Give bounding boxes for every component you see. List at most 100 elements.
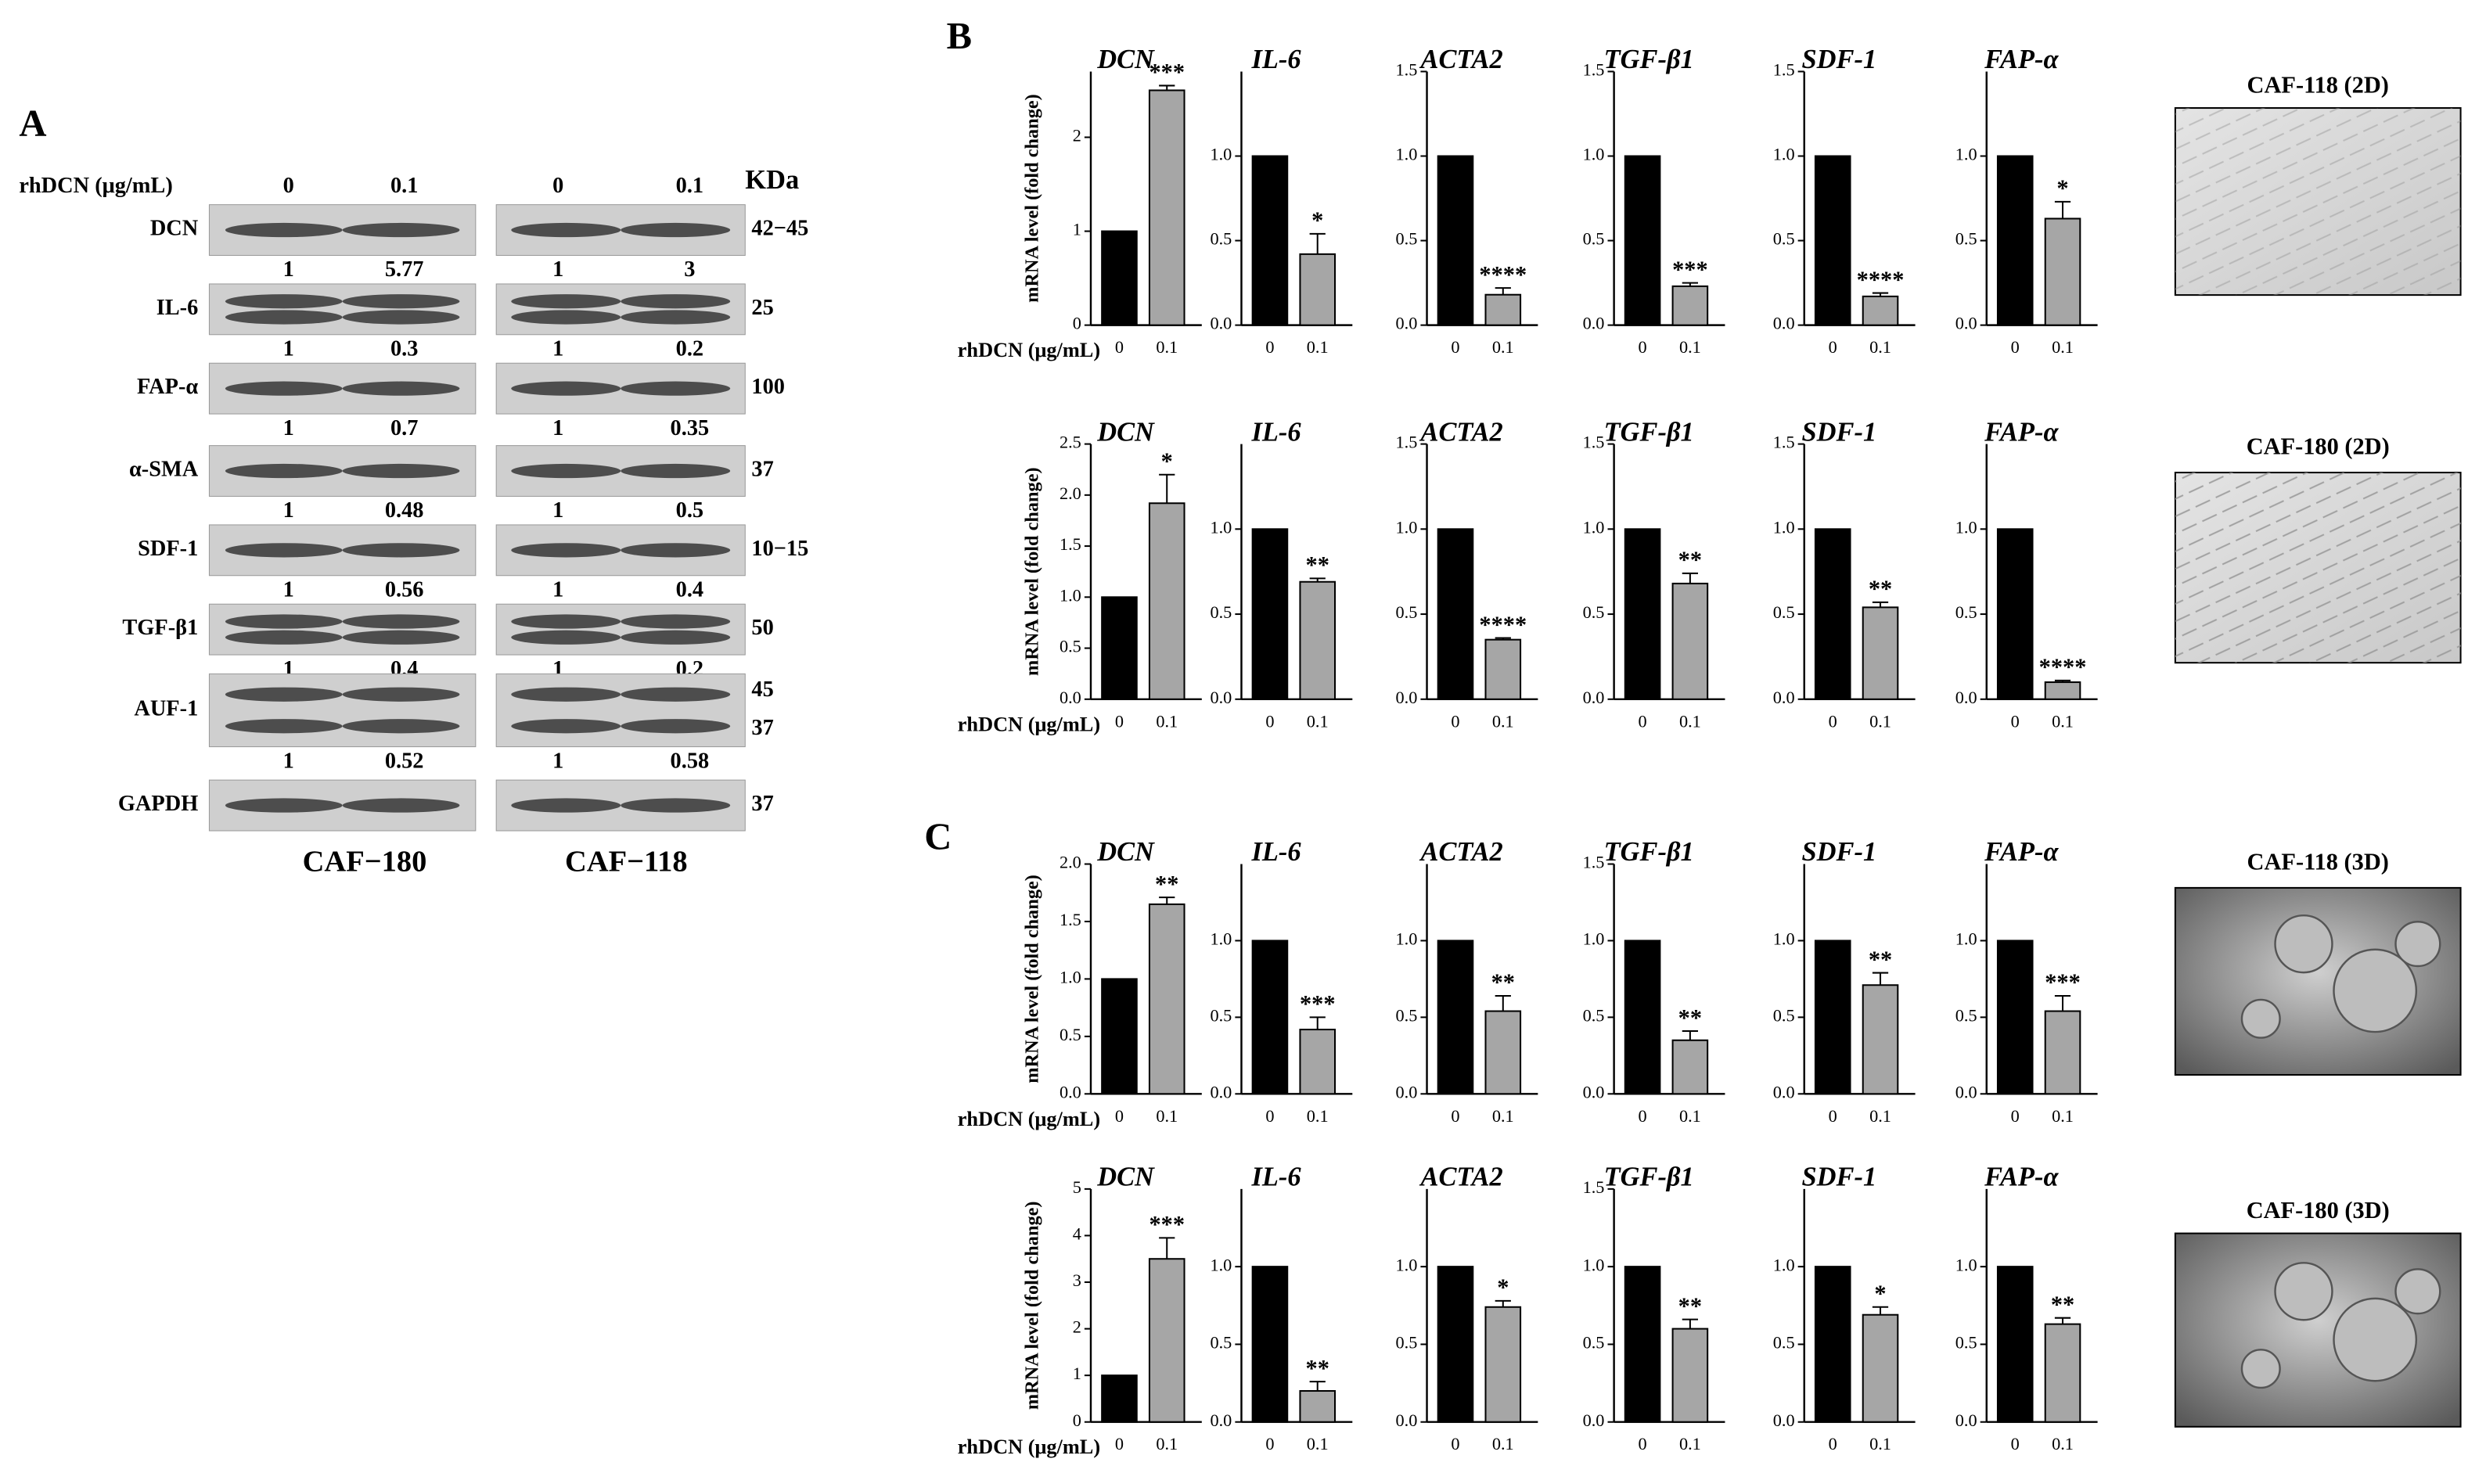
- bar: [2044, 1323, 2081, 1423]
- blot-band: [621, 630, 731, 645]
- bar: [1996, 155, 2034, 326]
- blot-band: [511, 222, 621, 238]
- x-tick-label: 0.1: [1307, 1106, 1329, 1126]
- significance: ****: [1479, 261, 1527, 288]
- image-caption: CAF-180 (3D): [2247, 1197, 2390, 1223]
- y-tick-label: 1.0: [1955, 145, 1977, 164]
- blot-band: [342, 222, 460, 238]
- x-tick-label: 0.1: [1307, 337, 1329, 357]
- blot-band: [511, 381, 621, 396]
- x-tick-label: 0.1: [1679, 711, 1701, 731]
- band-ratio: 1: [283, 498, 294, 523]
- bar: [1437, 1266, 1474, 1423]
- y-tick-label: 1.0: [1773, 145, 1795, 164]
- y-tick-label: 0.0: [1583, 1082, 1605, 1101]
- blot-band: [225, 719, 343, 734]
- image-caption: CAF-118 (2D): [2247, 72, 2389, 99]
- x-tick-label: 0: [1451, 1434, 1459, 1453]
- x-tick-label: 0.1: [1156, 1106, 1178, 1126]
- kda-label: 37: [751, 792, 773, 816]
- y-tick-label: 1.0: [1396, 1255, 1418, 1274]
- y-tick-label: 1.5: [1060, 534, 1081, 554]
- chart-title: DCN: [1096, 837, 1155, 867]
- error-bar: [1872, 601, 1889, 608]
- blot-band: [342, 543, 460, 558]
- x-tick-label: 0.1: [1869, 1434, 1891, 1453]
- y-tick-label: 0.0: [1583, 1410, 1605, 1430]
- x-tick-label: 0.1: [1492, 337, 1514, 357]
- blot-band: [225, 310, 343, 325]
- y-axis-label: mRNA level (fold change): [1022, 94, 1043, 303]
- x-tick-label: 0.1: [1156, 337, 1178, 357]
- error-bar: [2054, 1317, 2071, 1324]
- y-tick-label: 2: [1073, 1317, 1081, 1337]
- kda-label: 25: [751, 296, 773, 320]
- error-bar: [2054, 994, 2071, 1011]
- y-tick-label: 1.5: [1060, 910, 1081, 929]
- bar: [1148, 502, 1185, 700]
- chart-title: FAP-α: [1984, 45, 2059, 74]
- bar: [1437, 528, 1474, 700]
- dose-label: 0: [552, 174, 563, 198]
- blot-strip: [495, 283, 746, 336]
- blot-band: [342, 719, 460, 734]
- y-tick-label: 1: [1073, 1364, 1081, 1383]
- x-tick-label: 0.1: [2052, 711, 2074, 731]
- y-tick-label: 0.0: [1396, 1082, 1418, 1101]
- y-tick-label: 0.5: [1210, 1333, 1232, 1353]
- y-tick-label: 1.5: [1396, 60, 1418, 80]
- chart-title: IL-6: [1250, 45, 1301, 74]
- band-ratio: 1: [283, 337, 294, 361]
- error-bar: [2054, 200, 2071, 219]
- band-ratio: 0.48: [385, 498, 424, 523]
- bar: [1624, 940, 1661, 1095]
- x-tick-label: 0: [1829, 1106, 1837, 1126]
- x-axis-label: rhDCN (μg/mL): [958, 713, 1100, 735]
- chart-title: SDF-1: [1801, 1162, 1876, 1192]
- significance: *: [1311, 207, 1323, 234]
- kda-label: 50: [751, 616, 773, 640]
- y-tick-label: 1.0: [1060, 968, 1081, 987]
- y-tick-label: 0.5: [1396, 229, 1418, 249]
- y-tick-label: 2.5: [1060, 433, 1081, 452]
- bar: [1101, 1374, 1138, 1423]
- chart-title: FAP-α: [1984, 837, 2059, 867]
- protein-label: α-SMA: [129, 458, 199, 482]
- significance: *: [1161, 448, 1173, 475]
- kda-label: 37: [751, 716, 773, 740]
- error-bar: [1495, 637, 1511, 640]
- error-bar: [1682, 282, 1699, 286]
- y-tick-label: 0.5: [1396, 1333, 1418, 1353]
- group-label: CAF−118: [565, 845, 688, 878]
- error-bar: [1682, 572, 1699, 584]
- y-tick-label: 0.0: [1396, 688, 1418, 707]
- y-tick-label: 1.0: [1210, 517, 1232, 537]
- bar: [2044, 217, 2081, 326]
- bar: [1299, 1389, 1337, 1423]
- blot-strip: [208, 283, 477, 336]
- error-bar: [1309, 1016, 1326, 1030]
- protein-label: FAP-α: [137, 375, 198, 399]
- y-tick-label: 0.0: [1955, 314, 1977, 333]
- band-ratio: 1: [552, 416, 563, 440]
- bar: [2044, 681, 2081, 700]
- error-bar: [1309, 232, 1326, 254]
- error-bar: [1159, 473, 1175, 504]
- y-tick-label: 0.0: [1773, 1410, 1795, 1430]
- bar: [1862, 984, 1899, 1095]
- bar: [1862, 1313, 1899, 1423]
- y-tick-label: 0.5: [1210, 602, 1232, 622]
- y-tick-label: 1.0: [1773, 929, 1795, 949]
- y-tick-label: 1.5: [1583, 853, 1605, 872]
- y-tick-label: 1.5: [1773, 60, 1795, 80]
- chart-title: TGF-β1: [1604, 45, 1694, 74]
- y-tick-label: 0.0: [1583, 314, 1605, 333]
- bar: [1814, 528, 1851, 700]
- x-tick-label: 0.1: [1492, 1434, 1514, 1453]
- blot-band: [342, 463, 460, 479]
- blot-band: [621, 222, 731, 238]
- chart-title: IL-6: [1250, 417, 1301, 447]
- image-caption: CAF-180 (2D): [2247, 433, 2390, 460]
- y-tick-label: 0.0: [1773, 1082, 1795, 1101]
